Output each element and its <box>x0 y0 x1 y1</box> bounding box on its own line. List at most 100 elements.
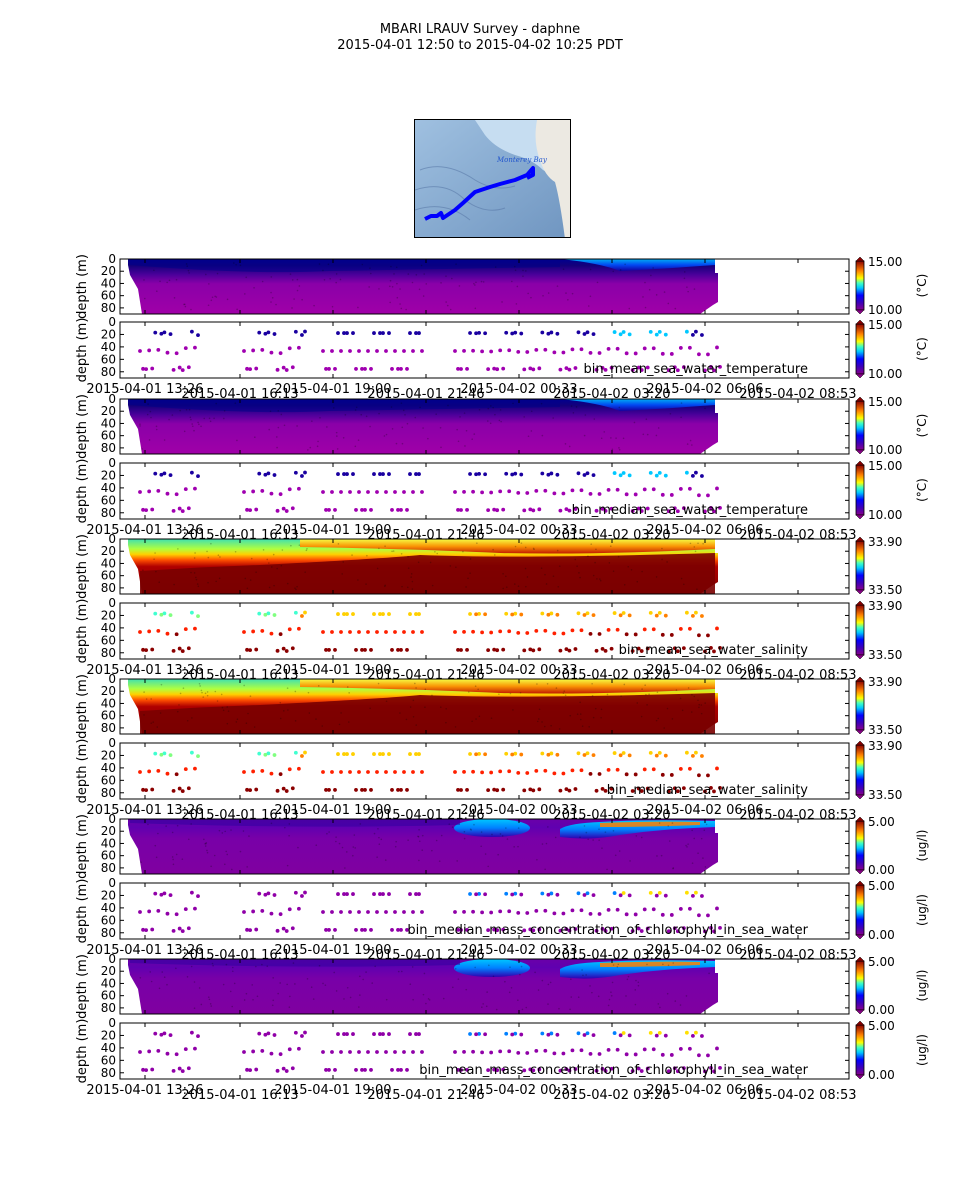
sample-point <box>333 508 337 512</box>
sample-point <box>378 892 382 896</box>
sample-dot <box>552 575 555 577</box>
sample-point <box>555 472 560 477</box>
y-tick-label: 20 <box>101 684 116 698</box>
sample-dot <box>399 288 401 290</box>
sample-dot <box>406 422 409 425</box>
y-axis-label: depth (m) <box>75 954 90 1019</box>
sample-dot <box>144 297 146 300</box>
sample-dot <box>294 690 297 693</box>
sample-dot <box>680 416 682 419</box>
sample-dot <box>261 963 263 966</box>
sample-dot <box>407 567 410 569</box>
sample-dot <box>683 583 685 586</box>
sample-point <box>251 629 256 634</box>
sample-point <box>697 493 701 498</box>
sample-dot <box>530 430 533 432</box>
colorbar-max-label: 15.00 <box>868 459 902 473</box>
sample-point <box>483 331 488 336</box>
sample-dot <box>672 867 674 870</box>
sample-dot <box>661 558 663 561</box>
sample-dot <box>149 410 152 413</box>
sample-point <box>260 629 265 633</box>
sample-dot <box>644 306 647 309</box>
sample-dot <box>395 442 398 445</box>
sample-dot <box>165 825 167 827</box>
sample-point <box>537 927 542 932</box>
sample-dot <box>487 865 489 868</box>
sample-point <box>645 786 650 791</box>
samples-panel-frame <box>119 462 850 520</box>
sample-dot <box>369 272 372 275</box>
sample-point <box>678 487 683 491</box>
sample-point <box>351 331 355 335</box>
sample-dot <box>537 989 540 991</box>
sample-point <box>339 349 343 353</box>
sample-dot <box>478 408 481 411</box>
sample-dot <box>212 964 214 967</box>
sample-point <box>510 752 515 757</box>
sample-point <box>278 1052 283 1057</box>
sample-point <box>372 892 376 896</box>
sample-dot <box>484 853 487 855</box>
sample-point <box>468 892 472 896</box>
sample-point <box>678 767 683 771</box>
sample-dot <box>411 588 414 590</box>
sample-point <box>525 491 530 495</box>
sample-dot <box>401 970 403 973</box>
sample-dot <box>570 996 573 998</box>
x-tick-label: 2015-04-02 00:33 <box>460 1083 577 1098</box>
sample-point <box>621 751 626 755</box>
sample-dot <box>417 561 420 564</box>
sample-point <box>193 626 197 631</box>
sample-point <box>462 489 466 494</box>
y-axis-label: depth (m) <box>75 739 90 804</box>
sample-point <box>600 646 605 651</box>
sample-point <box>486 508 491 513</box>
sample-dot <box>401 442 404 445</box>
field-fill <box>128 399 718 454</box>
sample-dot <box>268 562 270 564</box>
sample-dot <box>423 972 426 975</box>
sample-point <box>150 1067 155 1072</box>
sample-dot <box>513 265 516 268</box>
sample-point <box>468 331 472 335</box>
sample-point <box>456 788 460 792</box>
sample-point <box>378 1032 382 1036</box>
sample-dot <box>577 996 580 999</box>
sample-dot <box>337 543 340 545</box>
sample-dot <box>599 579 602 582</box>
sample-point <box>636 646 641 651</box>
sample-point <box>675 649 680 654</box>
sample-dot <box>480 845 482 848</box>
sample-dot <box>482 281 485 283</box>
sample-dot <box>298 285 301 287</box>
sample-point <box>245 647 249 652</box>
sample-point <box>471 909 475 914</box>
sample-dot <box>494 413 496 416</box>
sample-dot <box>281 549 284 551</box>
sample-dot <box>514 545 517 548</box>
sample-dot <box>570 405 573 407</box>
sample-dot <box>313 304 315 307</box>
sample-point <box>582 893 587 897</box>
sample-dot <box>159 712 162 714</box>
sample-dot <box>524 567 527 570</box>
sample-point <box>156 347 161 352</box>
sample-dot <box>674 307 677 310</box>
sample-point <box>507 769 512 774</box>
sample-point <box>612 611 617 615</box>
sample-dot <box>171 831 174 834</box>
sample-dot <box>150 698 152 700</box>
sample-point <box>528 787 533 792</box>
sample-point <box>486 788 491 793</box>
sample-dot <box>230 868 233 871</box>
sample-point <box>257 891 262 896</box>
sample-dot <box>440 282 442 284</box>
sample-point <box>242 1050 246 1054</box>
sample-dot <box>365 415 368 418</box>
sample-point <box>297 906 301 911</box>
sample-dot <box>243 684 245 687</box>
sample-point <box>489 770 494 775</box>
sample-point <box>537 1067 542 1072</box>
